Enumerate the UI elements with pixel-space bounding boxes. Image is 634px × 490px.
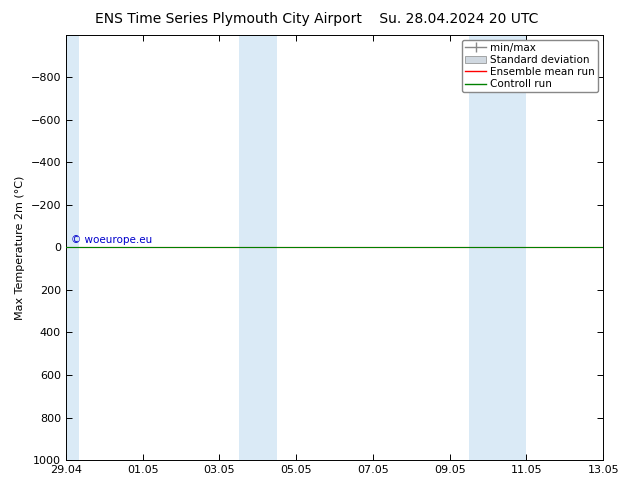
Legend: min/max, Standard deviation, Ensemble mean run, Controll run: min/max, Standard deviation, Ensemble me… [462, 40, 598, 92]
Bar [66, 35, 79, 460]
Bar [469, 35, 488, 460]
Y-axis label: Max Temperature 2m (°C): Max Temperature 2m (°C) [15, 175, 25, 319]
Bar [238, 35, 258, 460]
Bar [507, 35, 526, 460]
Text: © woeurope.eu: © woeurope.eu [71, 235, 153, 245]
Bar [258, 35, 277, 460]
Text: ENS Time Series Plymouth City Airport    Su. 28.04.2024 20 UTC: ENS Time Series Plymouth City Airport Su… [95, 12, 539, 26]
Bar [488, 35, 507, 460]
